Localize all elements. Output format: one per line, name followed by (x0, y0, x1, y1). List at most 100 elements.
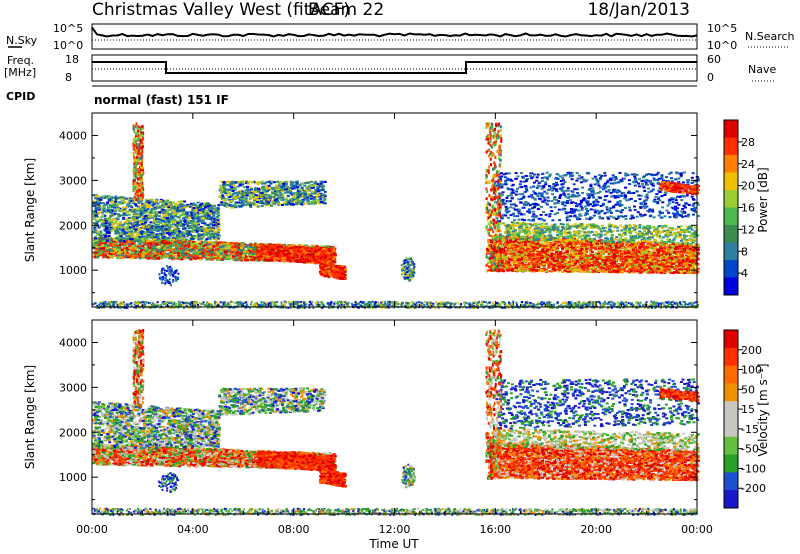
data-cell (234, 250, 237, 252)
data-cell (167, 243, 170, 245)
data-cell (95, 250, 98, 252)
nsearch-tick-low: 10^0 (707, 39, 737, 52)
data-cell (231, 249, 234, 251)
data-cell (146, 253, 149, 255)
data-cell (126, 252, 129, 254)
data-cell (157, 253, 160, 255)
freq-tick-low: 8 (65, 71, 72, 84)
data-cell (224, 247, 227, 249)
data-cell (220, 253, 223, 255)
data-cell (144, 242, 147, 244)
data-cell (166, 256, 169, 258)
data-cell (240, 247, 243, 249)
data-cell (251, 246, 254, 248)
data-cell (122, 254, 125, 256)
data-cell (157, 257, 160, 259)
beam-title: Beam 22 (308, 0, 384, 20)
data-cell (227, 246, 230, 248)
nsearch-label: N.Search (745, 30, 795, 43)
data-cell (132, 250, 135, 252)
data-cell (178, 257, 181, 259)
data-cell (182, 255, 185, 257)
data-cell (178, 242, 181, 244)
data-cell (250, 252, 253, 254)
data-cell (190, 259, 193, 261)
data-cell (132, 256, 135, 258)
data-cell (128, 255, 131, 257)
data-cell (120, 251, 123, 253)
data-cell (125, 247, 128, 249)
data-cell (160, 256, 163, 258)
data-cell (174, 242, 177, 244)
nsky-tick-high: 10^5 (53, 22, 83, 35)
data-cell (193, 247, 196, 249)
data-cell (134, 252, 137, 254)
data-cell (182, 252, 185, 254)
data-cell (210, 259, 213, 261)
data-cell (120, 257, 123, 259)
data-cell (103, 253, 106, 255)
data-cell (197, 244, 200, 246)
data-cell (247, 257, 250, 259)
data-cell (101, 244, 104, 246)
nave-tick-low: 0 (707, 71, 714, 84)
data-cell (233, 259, 236, 261)
data-cell (129, 247, 132, 249)
freq-series (92, 62, 697, 73)
data-cell (206, 258, 209, 260)
data-cell (169, 247, 172, 249)
data-cell (200, 244, 203, 246)
date-title: 18/Jan/2013 (587, 0, 690, 20)
data-cell (162, 242, 165, 244)
data-cell (196, 257, 199, 259)
data-cell (201, 252, 204, 254)
radar-figure: Christmas Valley West (fitACF) Beam 22 1… (0, 0, 800, 554)
data-cell (224, 258, 227, 260)
data-cell (190, 247, 193, 249)
data-cell (188, 242, 191, 244)
data-cell (219, 250, 222, 252)
data-cell (199, 255, 202, 257)
data-cell (115, 249, 118, 251)
data-cell (150, 257, 153, 259)
data-cell (177, 252, 180, 254)
nave-tick-high: 60 (707, 53, 721, 66)
data-cell (203, 255, 206, 257)
data-cell (205, 253, 208, 255)
data-cell (110, 253, 113, 255)
data-cell (121, 249, 124, 251)
data-cell (220, 241, 223, 243)
nsky-label: N.Sky (6, 34, 38, 47)
data-cell (133, 246, 136, 248)
data-cell (177, 255, 180, 257)
data-cell (303, 262, 306, 264)
data-cell (193, 249, 196, 251)
data-cell (176, 248, 179, 250)
data-cell (113, 253, 116, 255)
data-cell (194, 242, 197, 244)
data-cell (227, 250, 230, 252)
data-cell (154, 252, 157, 254)
freq-unit: [MHz] (4, 66, 36, 79)
data-cell (194, 258, 197, 260)
data-cell (141, 257, 144, 259)
data-cell (210, 252, 213, 254)
data-cell (96, 256, 99, 258)
data-cell (224, 251, 227, 253)
data-cell (100, 251, 103, 253)
power-data-layer (92, 122, 700, 309)
data-cell (142, 255, 145, 257)
data-cell (158, 251, 161, 253)
data-cell (152, 248, 155, 250)
data-cell (246, 251, 249, 253)
data-cell (108, 249, 111, 251)
data-cell (169, 255, 172, 257)
data-cell (208, 241, 211, 243)
data-cell (244, 246, 247, 248)
data-cell (139, 243, 142, 245)
data-cell (190, 250, 193, 252)
data-cell (149, 252, 152, 254)
data-cell (253, 257, 256, 259)
nsky-series (92, 28, 697, 37)
data-cell (106, 252, 109, 254)
